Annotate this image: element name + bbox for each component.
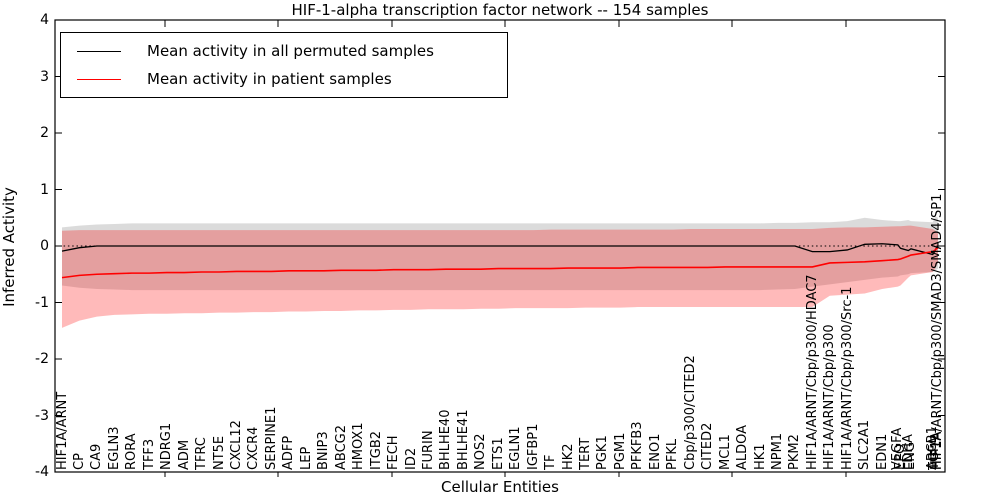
x-tick-label: HIF1A/ARNT/Cbp/p300 [822, 324, 838, 470]
patient-mean-line [61, 247, 939, 279]
legend-item-patient: Mean activity in patient samples [61, 66, 507, 92]
x-tick-label: HK2 [560, 443, 576, 470]
x-tick-label: PGM1 [612, 432, 628, 470]
x-tick-label: Cbp/p300/CITED2 [682, 355, 698, 470]
x-tick-label: NPM1 [769, 432, 785, 470]
x-tick-label: PFKL [665, 438, 681, 470]
x-tick-label: TFRC [194, 437, 210, 470]
y-tick-label: -4 [35, 464, 49, 480]
permuted-mean-line [61, 243, 939, 256]
y-tick-label: -3 [35, 407, 49, 424]
y-tick-label: 2 [40, 125, 49, 141]
x-tick-label: HIF1A/ARNT [54, 391, 70, 470]
y-axis-title: Inferred Activity [0, 187, 18, 307]
x-tick-label: EGLN1 [508, 426, 524, 470]
x-tick-label: BNIP3 [316, 431, 332, 470]
y-tick-label: -2 [35, 351, 49, 367]
x-tick-label: EDN1 [874, 433, 890, 470]
x-tick-label: NT5E [211, 435, 227, 470]
x-tick-label: ADM [176, 439, 192, 470]
x-tick-label: HIF1A/ARNT/Cbp/p300/SMAD3/SMAD4/SP1 [930, 193, 946, 470]
chart-title: HIF-1-alpha transcription factor network… [291, 1, 709, 19]
x-tick-label: ABCG2 [333, 424, 349, 470]
x-tick-label: FECH [386, 435, 402, 470]
x-tick-label: ID2 [403, 447, 419, 470]
x-tick-label: HIF1A/ARNT/Cbp/p300/HDAC7 [804, 274, 820, 470]
legend-line-sample-black [77, 50, 121, 52]
x-tick-label: EGLN3 [106, 426, 122, 470]
x-tick-label: SERPINE1 [263, 406, 279, 470]
legend-label: Mean activity in all permuted samples [147, 42, 434, 60]
x-tick-label: TFF3 [141, 438, 157, 470]
x-tick-label: RORA [124, 433, 140, 470]
legend-line-sample-red [77, 78, 121, 80]
patient-range-band [62, 225, 938, 328]
x-tick-label: ENO1 [647, 433, 663, 470]
x-tick-label: LEP [298, 446, 314, 470]
legend-label: Mean activity in patient samples [147, 70, 392, 88]
x-tick-label: IGFBP1 [525, 423, 541, 470]
legend-item-permuted: Mean activity in all permuted samples [61, 38, 507, 64]
x-tick-label: MCL1 [717, 434, 733, 470]
x-tick-label: CXCL12 [229, 420, 244, 470]
x-tick-label: CITED2 [700, 422, 716, 470]
x-tick-label: PFKFB3 [630, 421, 646, 470]
y-tick-label: -1 [35, 294, 49, 311]
x-tick-label: TF [543, 454, 559, 470]
x-tick-label: BHLHE41 [455, 409, 471, 470]
x-tick-label: PKM2 [787, 434, 803, 470]
x-tick-label: HMOX1 [351, 422, 367, 470]
x-tick-label: NOS2 [473, 433, 489, 470]
x-tick-label: ITGB2 [368, 430, 384, 470]
x-tick-label: BHLHE40 [438, 409, 454, 470]
x-tick-label: NDRG1 [159, 422, 175, 470]
x-tick-label: PGK1 [595, 435, 611, 470]
x-axis-title: Cellular Entities [441, 478, 559, 496]
x-tick-label: ETS1 [490, 437, 506, 470]
x-tick-label: ADFP [281, 435, 297, 470]
x-tick-label: HK1 [752, 443, 768, 470]
x-tick-label: HIF1A/ARNT/Cbp/p300/Src-1 [839, 286, 855, 470]
legend: Mean activity in all permuted samples Me… [60, 32, 508, 98]
x-tick-label: TERT [578, 437, 593, 470]
y-tick-label: 4 [40, 12, 49, 28]
x-tick-label: CA9 [89, 443, 105, 470]
x-tick-label: FURIN [420, 430, 436, 470]
x-tick-label: ENG [903, 441, 919, 470]
x-tick-label: CP [71, 453, 87, 470]
x-tick-label: SLC2A1 [857, 419, 873, 470]
y-tick-label: 0 [40, 238, 49, 254]
y-tick-label: 3 [40, 68, 49, 85]
x-tick-label: CXCR4 [246, 426, 262, 470]
y-tick-label: 1 [40, 181, 49, 198]
x-tick-label: ALDOA [735, 424, 751, 470]
